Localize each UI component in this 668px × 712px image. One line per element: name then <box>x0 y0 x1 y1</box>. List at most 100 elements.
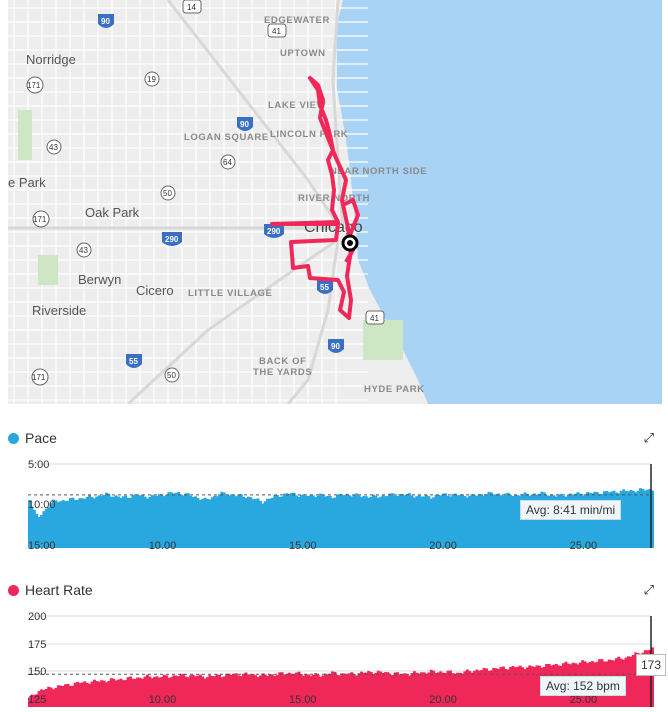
area-slice <box>626 491 630 548</box>
area-slice <box>634 652 638 707</box>
area-slice <box>121 680 125 707</box>
area-slice <box>412 671 416 707</box>
pace-chart[interactable]: 5:00 10:00 15:00 10.00 15.00 20.00 25.00 <box>0 458 668 604</box>
label-logan-square: LOGAN SQUARE <box>184 132 269 143</box>
area-slice <box>208 675 212 707</box>
area-slice <box>227 673 231 707</box>
area-slice <box>343 673 347 707</box>
area-slice <box>285 674 289 707</box>
area-slice <box>275 494 279 548</box>
area-slice <box>562 495 565 548</box>
area-slice <box>400 494 404 548</box>
area-slice <box>210 497 214 548</box>
label-berwyn: Berwyn <box>78 272 121 287</box>
area-slice <box>109 678 113 707</box>
area-slice <box>415 496 419 548</box>
area-slice <box>497 668 501 707</box>
area-slice <box>357 495 361 548</box>
area-slice <box>492 668 496 707</box>
area-slice <box>309 675 313 707</box>
area-slice <box>234 496 238 548</box>
area-slice <box>124 495 128 548</box>
area-slice <box>487 491 491 548</box>
area-slice <box>68 498 72 548</box>
area-slice <box>470 672 474 707</box>
area-slice <box>569 493 573 548</box>
area-slice <box>314 497 318 548</box>
area-slice <box>167 677 171 707</box>
area-slice <box>73 682 77 707</box>
area-slice <box>379 671 383 707</box>
area-slice <box>71 497 75 548</box>
area-slice <box>463 671 467 707</box>
area-slice <box>186 677 190 707</box>
interstate-shield-icon: 90 <box>328 339 344 353</box>
area-slice <box>88 684 92 707</box>
area-slice <box>32 509 36 548</box>
area-slice <box>396 496 399 548</box>
area-slice <box>362 496 366 548</box>
area-slice <box>651 490 654 548</box>
area-slice <box>473 670 476 707</box>
label-back-of-yards-1: BACK OF <box>259 356 306 367</box>
area-slice <box>427 672 431 707</box>
area-slice <box>184 676 188 707</box>
area-slice <box>643 650 647 707</box>
area-slice <box>468 495 472 548</box>
area-slice <box>49 503 53 548</box>
area-slice <box>117 496 120 548</box>
svg-text:90: 90 <box>331 342 340 351</box>
area-slice <box>598 494 602 548</box>
area-slice <box>141 494 145 548</box>
finish-marker-icon[interactable] <box>341 234 359 252</box>
area-slice <box>319 493 323 548</box>
area-slice <box>648 489 652 548</box>
area-slice <box>376 670 380 707</box>
area-slice <box>501 666 505 707</box>
area-slice <box>266 675 270 707</box>
area-slice <box>169 677 173 707</box>
area-slice <box>629 656 633 707</box>
area-slice <box>458 672 462 707</box>
area-slice <box>335 494 339 548</box>
area-slice <box>78 683 82 707</box>
heart-rate-chart[interactable]: 200 175 150 125 10.00 15.00 20.00 25.00 <box>0 612 668 712</box>
area-slice <box>475 495 479 548</box>
area-slice <box>355 675 359 707</box>
area-slice <box>518 665 522 707</box>
area-slice <box>194 496 197 548</box>
run-route[interactable] <box>270 76 360 320</box>
svg-text:50: 50 <box>167 371 176 380</box>
area-slice <box>434 494 438 548</box>
area-slice <box>578 493 582 548</box>
area-slice <box>244 672 248 707</box>
area-slice <box>311 674 315 707</box>
area-slice <box>177 676 181 707</box>
interstate-shield-icon: 290 <box>162 232 182 246</box>
area-slice <box>381 495 385 548</box>
route-map[interactable]: EDGEWATER UPTOWN LAKE VIEW LINCOLN PARK … <box>8 0 662 404</box>
area-slice <box>222 676 226 707</box>
pace-expand-icon[interactable]: ⤢ <box>643 430 654 445</box>
area-slice <box>256 498 260 548</box>
area-slice <box>83 681 87 707</box>
interstate-shield-icon: 90 <box>237 117 253 131</box>
area-slice <box>299 495 303 548</box>
area-slice <box>456 672 460 707</box>
map-canvas[interactable]: EDGEWATER UPTOWN LAKE VIEW LINCOLN PARK … <box>8 0 662 404</box>
area-slice <box>436 494 440 548</box>
area-slice <box>54 500 58 548</box>
label-little-village: LITTLE VILLAGE <box>188 288 272 299</box>
area-slice <box>155 676 159 707</box>
area-slice <box>278 672 282 707</box>
area-slice <box>56 685 60 707</box>
area-slice <box>95 681 99 707</box>
area-slice <box>107 680 111 707</box>
hr-expand-icon[interactable]: ⤢ <box>643 582 654 597</box>
svg-text:43: 43 <box>49 143 58 152</box>
area-slice <box>287 672 291 707</box>
area-slice <box>184 493 188 548</box>
area-slice <box>619 490 623 548</box>
area-slice <box>97 495 101 548</box>
area-slice <box>547 495 551 548</box>
